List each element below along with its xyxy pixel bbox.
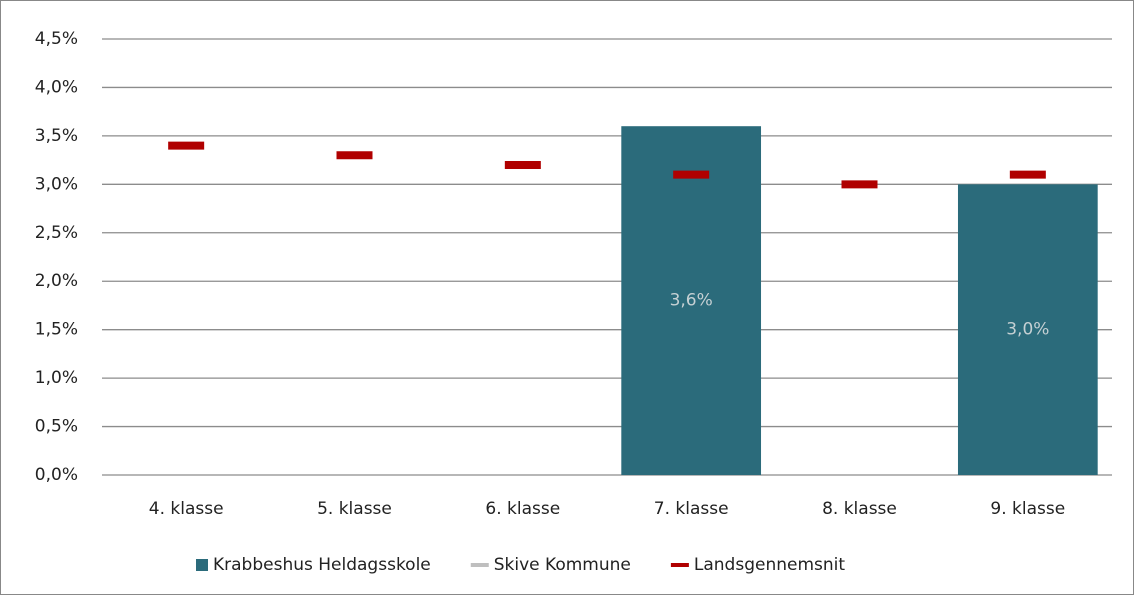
y-tick-label: 4,0%	[35, 77, 78, 97]
x-tick-label: 6. klasse	[485, 499, 560, 519]
y-tick-label: 3,0%	[35, 174, 78, 194]
y-tick-label: 2,5%	[35, 223, 78, 243]
bar	[957, 184, 1098, 476]
value-label: 3,6%	[670, 291, 713, 311]
x-tick-label: 8. klasse	[822, 499, 897, 519]
y-tick-label: 2,0%	[35, 271, 78, 291]
x-tick-label: 9. klasse	[990, 499, 1065, 519]
x-tick-label: 4. klasse	[149, 499, 224, 519]
x-tick-label: 7. klasse	[654, 499, 729, 519]
y-tick-label: 0,5%	[35, 417, 78, 437]
bar	[621, 126, 762, 475]
y-tick-label: 1,5%	[35, 320, 78, 340]
legend-label: Landsgennemsnit	[694, 555, 845, 575]
y-tick-label: 4,5%	[35, 29, 78, 49]
value-label: 3,0%	[1006, 320, 1049, 340]
legend-label: Krabbeshus Heldagsskole	[213, 555, 431, 575]
legend-label: Skive Kommune	[494, 555, 631, 575]
y-tick-label: 0,0%	[35, 465, 78, 485]
y-tick-label: 3,5%	[35, 126, 78, 146]
y-tick-label: 1,0%	[35, 368, 78, 388]
x-tick-label: 5. klasse	[317, 499, 392, 519]
legend-swatch	[196, 559, 208, 571]
